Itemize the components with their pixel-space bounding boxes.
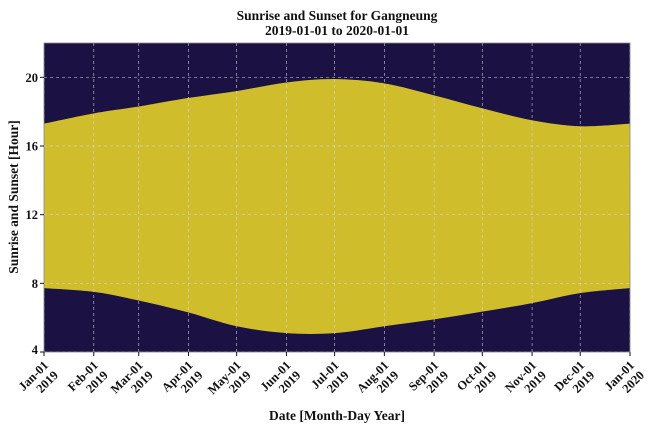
y-tick-label: 16	[26, 140, 39, 154]
plot-frame	[43, 42, 631, 353]
daylight-area	[44, 79, 630, 334]
y-tick-label: 4	[32, 343, 39, 357]
chart-title: Sunrise and Sunset for Gangneung	[237, 8, 438, 23]
y-tick-label: 8	[32, 277, 38, 291]
y-tick-label: 12	[26, 208, 39, 222]
chart-subtitle: 2019-01-01 to 2020-01-01	[265, 23, 409, 38]
y-axis: 4 8 12 16 20	[26, 71, 44, 357]
y-tick-label: 20	[26, 71, 39, 85]
x-axis-label: Date [Month-Day Year]	[269, 408, 405, 423]
y-axis-label: Sunrise and Sunset [Hour]	[6, 120, 21, 273]
